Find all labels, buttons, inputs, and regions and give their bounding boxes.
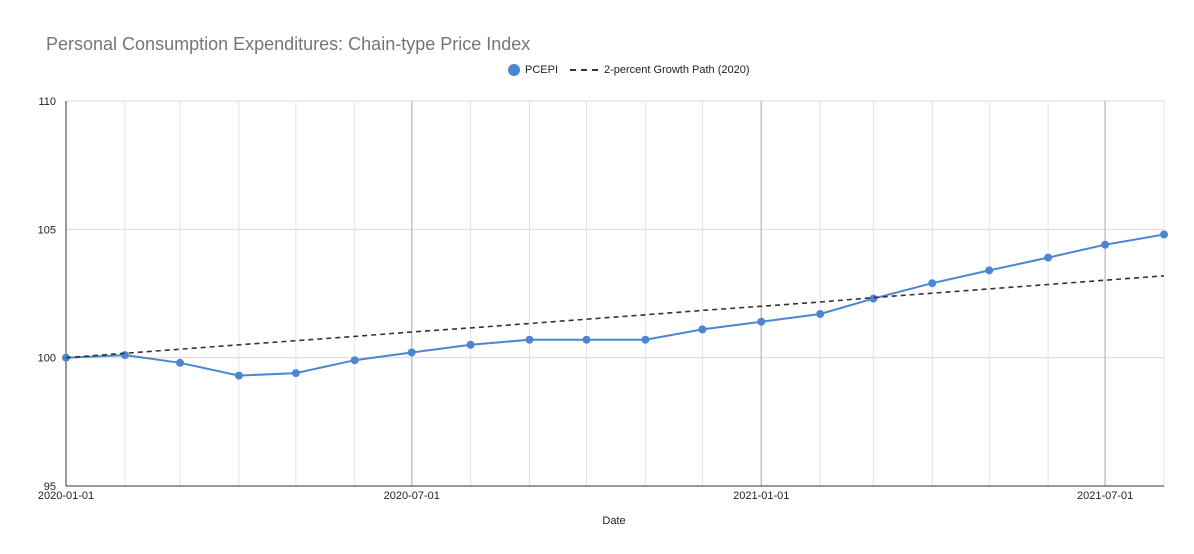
legend-item-growth-path[interactable]: 2-percent Growth Path (2020) (570, 64, 750, 76)
data-point-pcepi-2021-01-01 (757, 317, 766, 326)
axes (65, 101, 1164, 487)
y-tick-label-100: 100 (38, 353, 56, 365)
data-point-pcepi-2020-07-01 (407, 348, 416, 357)
legend-marker-growth-path (570, 69, 598, 71)
data-point-pcepi-2021-04-01 (928, 279, 937, 288)
x-tick-label-2021-07-01: 2021-07-01 (1077, 490, 1133, 502)
data-point-pcepi-2020-08-01 (466, 340, 475, 349)
data-point-pcepi-2020-04-01 (234, 371, 243, 380)
legend: PCEPI 2-percent Growth Path (2020) (0, 64, 1194, 82)
chart-title: Personal Consumption Expenditures: Chain… (46, 34, 531, 54)
tick-labels: 95 100 105 110 2020-01-01 2020-07-01 2021-01-0… (38, 96, 1134, 502)
data-point-pcepi-2020-10-01 (582, 335, 591, 344)
series-line-pcepi (65, 233, 1165, 377)
data-point-pcepi-2020-02-01 (120, 351, 129, 360)
grid-lines (66, 100, 1165, 486)
legend-label-pcepi: PCEPI (525, 64, 559, 76)
y-tick-label-110: 110 (38, 96, 56, 108)
y-tick-label-105: 105 (38, 224, 56, 236)
data-point-pcepi-2020-06-01 (350, 356, 359, 365)
data-point-pcepi-2020-09-01 (525, 335, 534, 344)
data-point-pcepi-2021-02-01 (816, 310, 825, 318)
data-point-pcepi-2020-12-01 (698, 325, 707, 334)
data-point-pcepi-2021-06-01 (1044, 253, 1053, 262)
x-tick-label-2020-07-01: 2020-07-01 (384, 490, 440, 502)
series-line-growth-path (65, 275, 1165, 359)
series-layer (62, 230, 1168, 380)
x-axis-label: Date (602, 515, 625, 527)
x-tick-label-2021-01-01: 2021-01-01 (733, 490, 789, 502)
data-point-pcepi-2020-11-01 (641, 335, 650, 344)
data-point-pcepi-2021-05-01 (985, 266, 994, 275)
legend-marker-pcepi (508, 64, 520, 76)
data-point-pcepi-2021-08-01 (1160, 230, 1168, 239)
x-tick-label-2020-01-01: 2020-01-01 (38, 490, 94, 502)
y-tick-label-95: 95 (44, 481, 56, 493)
legend-item-pcepi[interactable]: PCEPI (508, 64, 558, 76)
data-point-pcepi-2020-03-01 (176, 358, 184, 367)
data-point-pcepi-2020-05-01 (291, 369, 300, 378)
data-point-pcepi-2021-07-01 (1101, 240, 1110, 249)
data-point-pcepi-2021-03-01 (869, 294, 878, 303)
legend-label-growth-path: 2-percent Growth Path (2020) (604, 64, 750, 76)
